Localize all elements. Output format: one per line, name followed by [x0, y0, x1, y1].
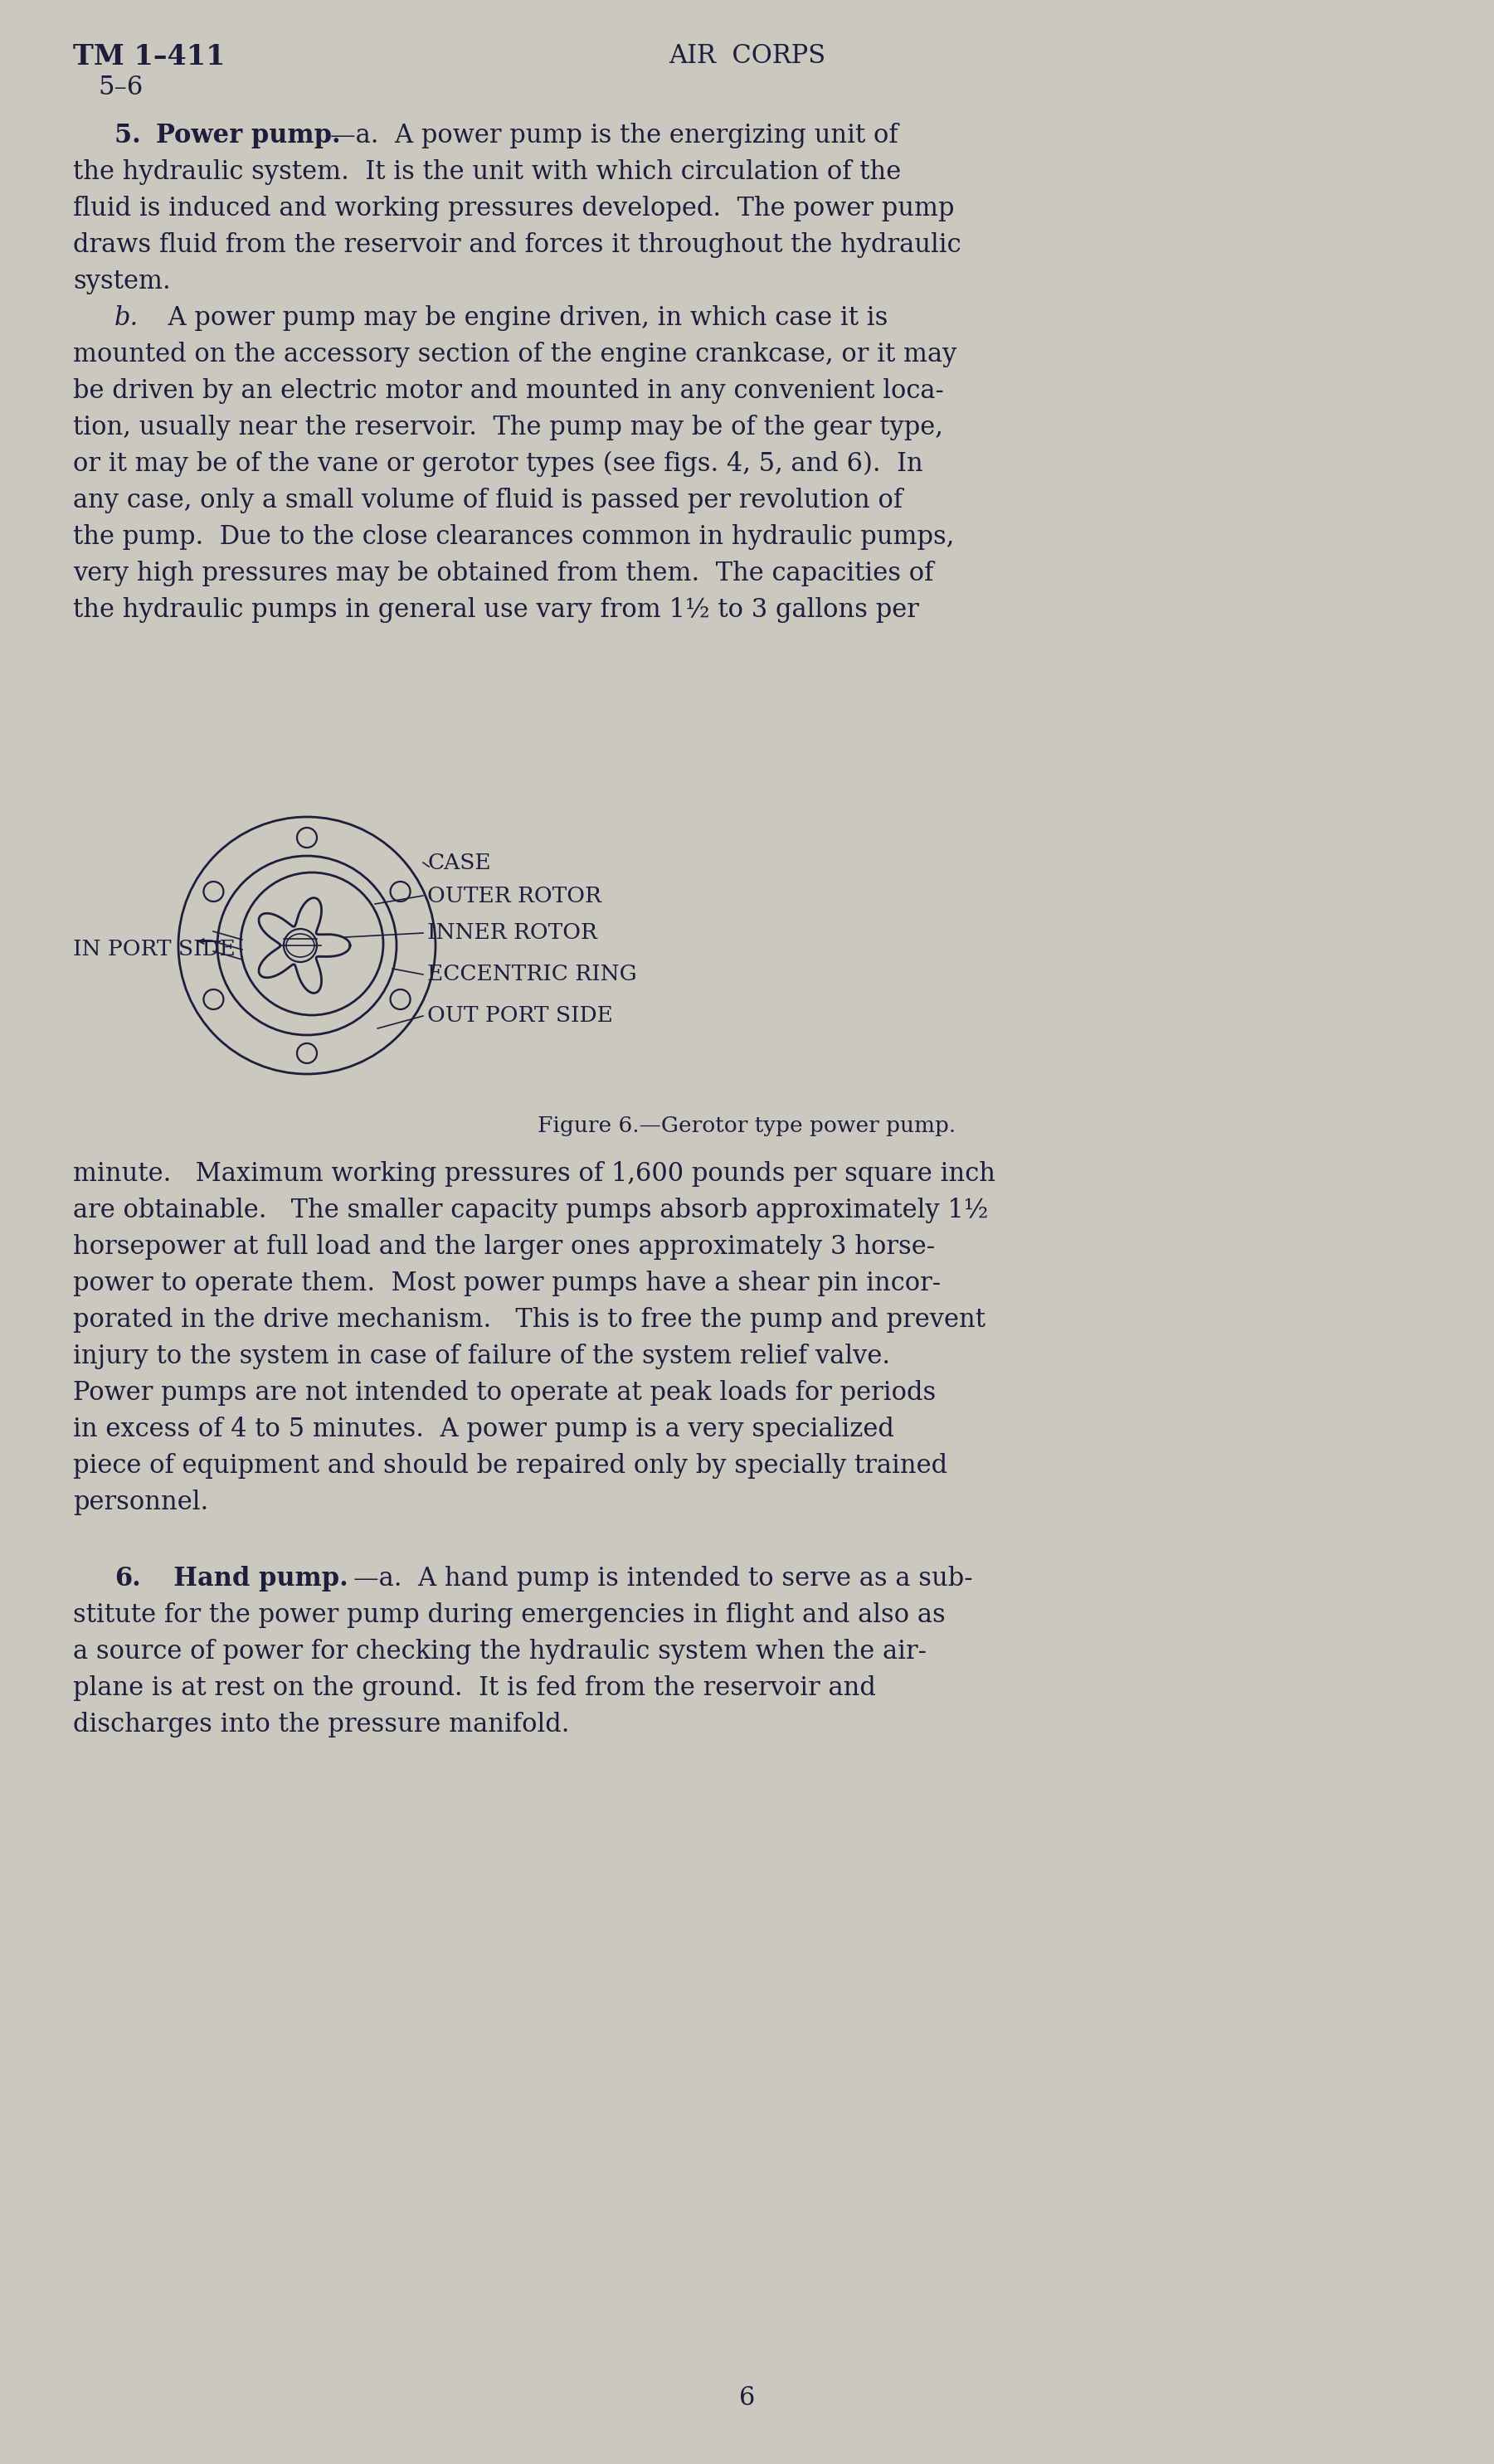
Text: in excess of 4 to 5 minutes.  A power pump is a very specialized: in excess of 4 to 5 minutes. A power pum… [73, 1417, 893, 1441]
Text: Hand pump.: Hand pump. [155, 1565, 348, 1592]
Text: —a.  A hand pump is intended to serve as a sub-: —a. A hand pump is intended to serve as … [354, 1565, 973, 1592]
Text: tion, usually near the reservoir.  The pump may be of the gear type,: tion, usually near the reservoir. The pu… [73, 414, 943, 441]
Text: fluid is induced and working pressures developed.  The power pump: fluid is induced and working pressures d… [73, 195, 955, 222]
Text: piece of equipment and should be repaired only by specially trained: piece of equipment and should be repaire… [73, 1454, 947, 1478]
Text: be driven by an electric motor and mounted in any convenient loca-: be driven by an electric motor and mount… [73, 377, 944, 404]
Text: —a.  A power pump is the energizing unit of: —a. A power pump is the energizing unit … [330, 123, 898, 148]
Text: the hydraulic system.  It is the unit with which circulation of the: the hydraulic system. It is the unit wit… [73, 160, 901, 185]
Text: horsepower at full load and the larger ones approximately 3 horse-: horsepower at full load and the larger o… [73, 1234, 935, 1259]
Text: AIR  CORPS: AIR CORPS [668, 44, 826, 69]
Text: IN PORT SIDE: IN PORT SIDE [73, 939, 236, 961]
Text: a source of power for checking the hydraulic system when the air-: a source of power for checking the hydra… [73, 1639, 926, 1666]
Text: power to operate them.  Most power pumps have a shear pin incor-: power to operate them. Most power pumps … [73, 1271, 941, 1296]
Text: 5.: 5. [115, 123, 158, 148]
Text: plane is at rest on the ground.  It is fed from the reservoir and: plane is at rest on the ground. It is fe… [73, 1676, 875, 1700]
Text: minute.   Maximum working pressures of 1,600 pounds per square inch: minute. Maximum working pressures of 1,6… [73, 1161, 995, 1188]
Text: ECCENTRIC RING: ECCENTRIC RING [427, 963, 636, 986]
Text: Figure 6.—Gerotor type power pump.: Figure 6.—Gerotor type power pump. [538, 1116, 956, 1136]
Text: porated in the drive mechanism.   This is to free the pump and prevent: porated in the drive mechanism. This is … [73, 1306, 986, 1333]
Text: injury to the system in case of failure of the system relief valve.: injury to the system in case of failure … [73, 1343, 890, 1370]
Text: the hydraulic pumps in general use vary from 1½ to 3 gallons per: the hydraulic pumps in general use vary … [73, 596, 919, 623]
Text: Power pump.: Power pump. [155, 123, 341, 148]
Text: are obtainable.   The smaller capacity pumps absorb approximately 1½: are obtainable. The smaller capacity pum… [73, 1198, 989, 1222]
Text: 6.: 6. [115, 1565, 140, 1592]
Text: 5–6: 5–6 [99, 74, 143, 101]
Text: b.: b. [115, 306, 139, 330]
Text: very high pressures may be obtained from them.  The capacities of: very high pressures may be obtained from… [73, 562, 934, 586]
Text: or it may be of the vane or gerotor types (see figs. 4, 5, and 6).  In: or it may be of the vane or gerotor type… [73, 451, 923, 478]
Text: system.: system. [73, 269, 170, 293]
Text: INNER ROTOR: INNER ROTOR [427, 922, 598, 944]
Text: A power pump may be engine driven, in which case it is: A power pump may be engine driven, in wh… [152, 306, 887, 330]
Text: CASE: CASE [427, 853, 490, 872]
Text: Power pumps are not intended to operate at peak loads for periods: Power pumps are not intended to operate … [73, 1380, 935, 1407]
Text: any case, only a small volume of fluid is passed per revolution of: any case, only a small volume of fluid i… [73, 488, 902, 513]
Text: OUTER ROTOR: OUTER ROTOR [427, 885, 601, 907]
Text: TM 1–411: TM 1–411 [73, 44, 226, 71]
Text: OUT PORT SIDE: OUT PORT SIDE [427, 1005, 613, 1027]
Text: 6: 6 [740, 2385, 754, 2410]
Text: mounted on the accessory section of the engine crankcase, or it may: mounted on the accessory section of the … [73, 342, 956, 367]
Text: draws fluid from the reservoir and forces it throughout the hydraulic: draws fluid from the reservoir and force… [73, 232, 961, 259]
Text: personnel.: personnel. [73, 1491, 209, 1515]
Text: the pump.  Due to the close clearances common in hydraulic pumps,: the pump. Due to the close clearances co… [73, 525, 955, 549]
Text: stitute for the power pump during emergencies in flight and also as: stitute for the power pump during emerge… [73, 1602, 946, 1629]
Text: discharges into the pressure manifold.: discharges into the pressure manifold. [73, 1712, 569, 1737]
